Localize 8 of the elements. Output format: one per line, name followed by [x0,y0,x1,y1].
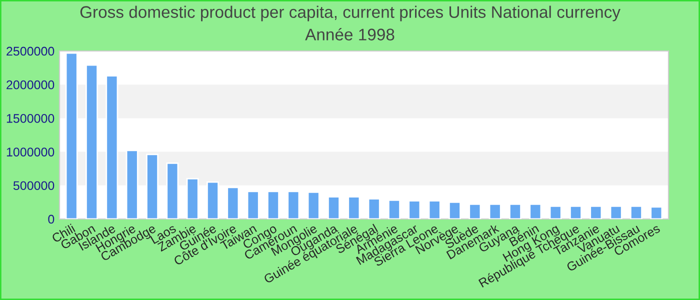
y-tick-label: 2000000 [6,80,54,90]
chart-subtitle: Année 1998 [305,28,394,40]
chart-title: Gross domestic product per capita, current prices Units National currency [80,6,620,22]
y-tick-label: 2500000 [6,46,54,56]
y-tick-label: 1500000 [6,114,54,123]
y-tick-label: 1000000 [6,148,54,156]
y-tick-label: 0 [48,214,54,224]
y-tick-label: 500000 [13,181,54,190]
